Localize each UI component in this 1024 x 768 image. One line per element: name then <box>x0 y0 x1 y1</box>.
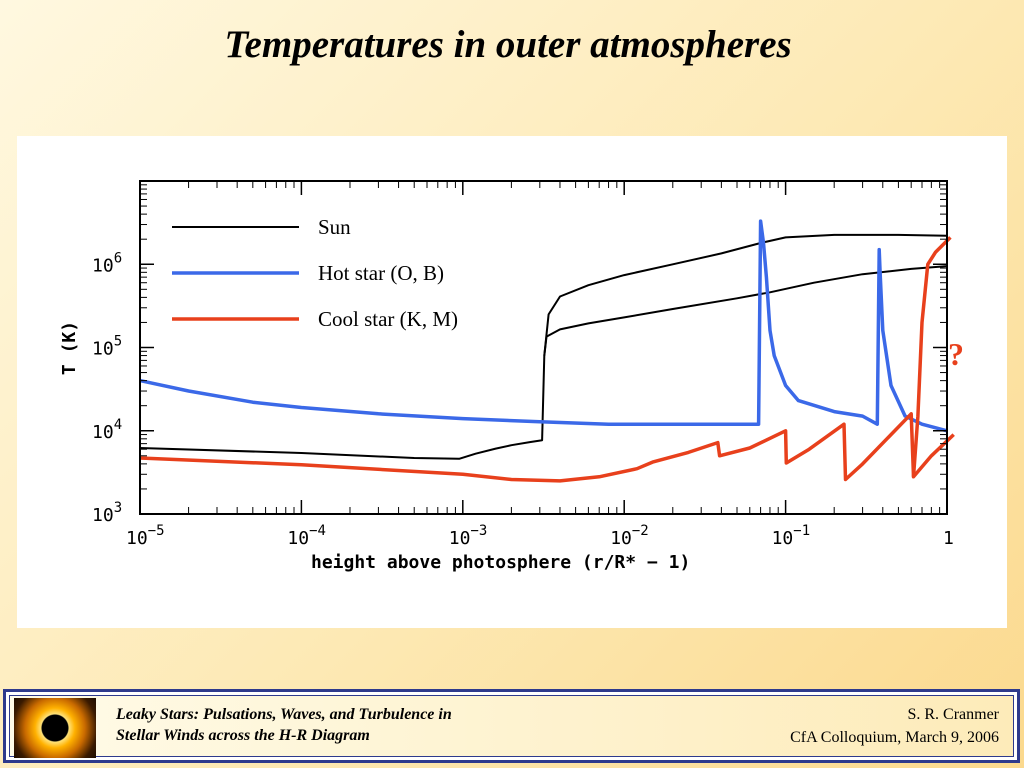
series-sun-line <box>139 265 948 460</box>
event-date: CfA Colloquium, March 9, 2006 <box>790 729 999 746</box>
footer-bar: Leaky Stars: Pulsations, Waves, and Turb… <box>3 689 1020 763</box>
y-tick-label: 106 <box>92 250 122 276</box>
slide-title: Temperatures in outer atmospheres <box>224 23 792 66</box>
x-tick-label: 10−1 <box>772 523 811 549</box>
y-tick-label: 105 <box>92 334 122 360</box>
x-tick-label: 10−3 <box>449 523 488 549</box>
solar-eclipse-logo <box>14 698 96 758</box>
footer-inner: Leaky Stars: Pulsations, Waves, and Turb… <box>9 695 1014 758</box>
series-sun-line <box>543 233 948 356</box>
legend-label-sun: Sun <box>318 215 351 239</box>
author: S. R. Cranmer <box>907 706 999 723</box>
legend-label-hot-star-o-b: Hot star (O, B) <box>318 261 444 285</box>
y-tick-label: 104 <box>92 417 122 443</box>
temperature-chart: 10−5 10−4 10−3 10−2 10−1 1 103 104 105 106 Sun Hot… <box>59 180 955 573</box>
x-tick-label: 1 <box>943 528 954 549</box>
y-tick-label: 103 <box>92 500 122 526</box>
series-cool-star-k-m-line <box>911 236 952 477</box>
x-tick-label: 10−2 <box>610 523 649 549</box>
talk-title-line2: Stellar Winds across the H-R Diagram <box>116 727 370 744</box>
question-mark: ? <box>948 336 964 372</box>
talk-title-line1: Leaky Stars: Pulsations, Waves, and Turb… <box>116 706 452 723</box>
x-tick-label: 10−4 <box>287 523 326 549</box>
series-cool-star-k-m-line <box>139 412 955 483</box>
chart-panel: 10−5 10−4 10−3 10−2 10−1 1 103 104 105 106 Sun Hot… <box>17 136 1007 628</box>
legend-label-cool-star-k-m: Cool star (K, M) <box>318 307 458 331</box>
y-axis-label: T (K) <box>59 321 80 375</box>
x-tick-label: 10−5 <box>126 523 165 549</box>
series-hot-star-o-b-line <box>139 219 948 433</box>
x-axis-label: height above photosphere (r/R* − 1) <box>311 552 690 573</box>
